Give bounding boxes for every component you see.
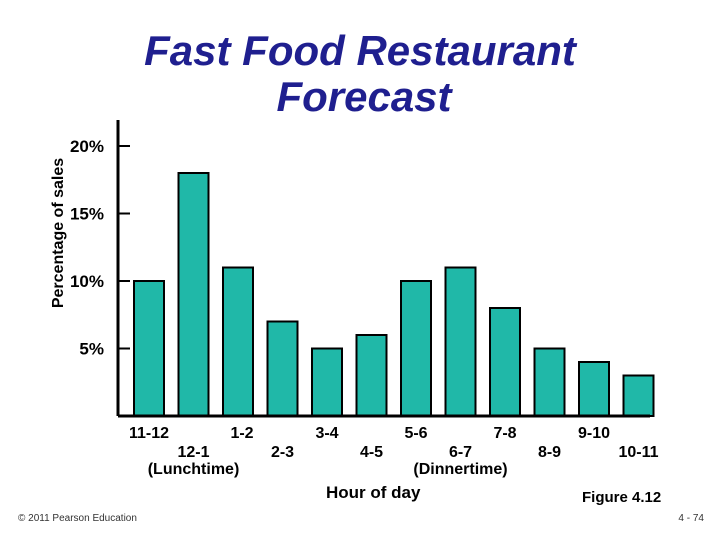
- bar-10-11: [622, 374, 655, 417]
- x-labels-group: 11-12 12-1 1-2 2-3 3-4 4-5 5-6 6-7 7-8 8-9 9-10 10-…: [129, 425, 659, 478]
- bar-5-6: [400, 280, 432, 417]
- chart-title: Fast Food Restaurant Forecast: [0, 28, 720, 120]
- bar-11-12: [133, 280, 165, 417]
- x-tick-label-12-1: 12-1: [177, 444, 209, 461]
- bar-7-8: [489, 307, 521, 417]
- x-tick-label-1-2: 1-2: [230, 425, 253, 442]
- x-tick-label-5-6: 5-6: [404, 425, 427, 442]
- chart-title-line-2: Forecast: [276, 73, 452, 120]
- x-note-6-7: (Dinnertime): [413, 461, 507, 478]
- x-note-12-1: (Lunchtime): [148, 461, 240, 478]
- axes-group: [116, 120, 650, 418]
- x-tick-label-7-8: 7-8: [493, 425, 516, 442]
- chart-title-line-1: Fast Food Restaurant: [144, 27, 576, 74]
- x-tick-label-8-9: 8-9: [538, 444, 561, 461]
- bar-3-4: [311, 347, 343, 417]
- y-tick-label-20: 20%: [70, 137, 104, 156]
- bars-group: [133, 172, 655, 417]
- x-tick-label-10-11: 10-11: [618, 444, 658, 461]
- x-tick-label-9-10: 9-10: [578, 425, 610, 442]
- x-tick-label-11-12: 11-12: [129, 425, 169, 442]
- bar-4-5: [355, 334, 388, 417]
- bar-2-3: [266, 320, 299, 417]
- y-tick-label-15: 15%: [70, 205, 104, 224]
- slide-number: 4 - 74: [678, 513, 704, 524]
- bar-9-10: [578, 361, 610, 417]
- x-tick-label-6-7: 6-7: [449, 444, 472, 461]
- y-tick-label-5: 5%: [79, 340, 104, 359]
- x-axis-label: Hour of day: [326, 483, 421, 502]
- bar-6-7: [444, 266, 477, 417]
- x-tick-label-3-4: 3-4: [315, 425, 338, 442]
- figure-label: Figure 4.12: [582, 489, 662, 506]
- x-tick-label-2-3: 2-3: [271, 444, 294, 461]
- bar-12-1: [177, 172, 210, 417]
- copyright-text: © 2011 Pearson Education: [18, 513, 137, 524]
- y-tick-label-10: 10%: [70, 272, 104, 291]
- bar-1-2: [222, 266, 254, 417]
- bar-8-9: [533, 347, 566, 417]
- y-ticks-group: 20% 15% 10% 5%: [70, 137, 130, 359]
- x-tick-label-4-5: 4-5: [360, 444, 383, 461]
